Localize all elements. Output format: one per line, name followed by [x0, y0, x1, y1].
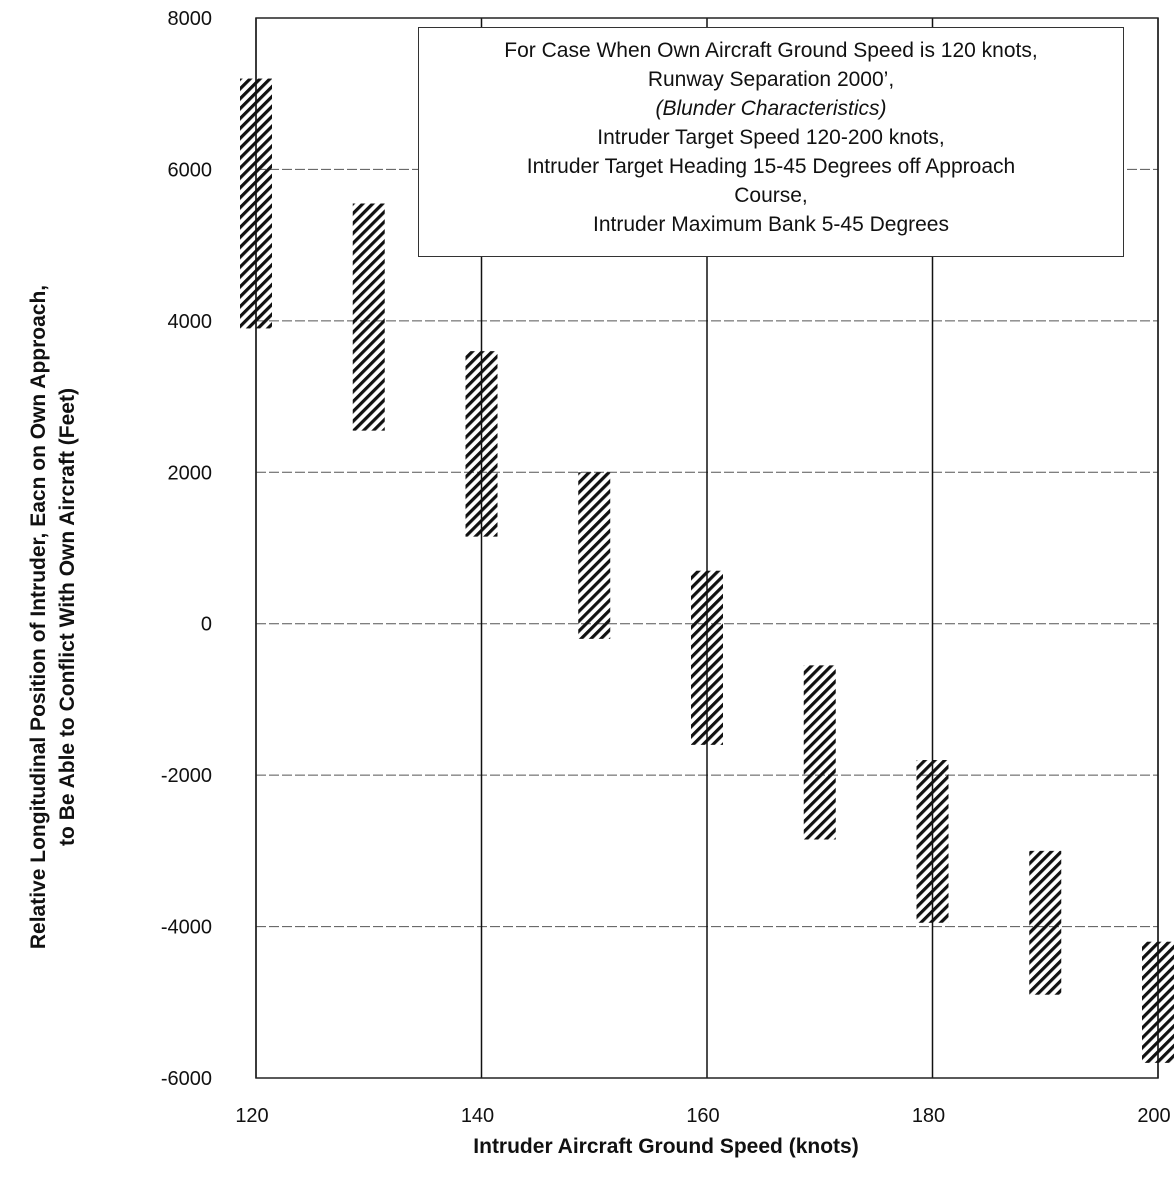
range-bar-140	[465, 351, 498, 537]
annotation-line: Intruder Target Heading 15-45 Degrees of…	[526, 155, 1016, 178]
x-tick-label: 160	[686, 1105, 719, 1127]
x-tick-label: 120	[235, 1105, 268, 1127]
annotation-line: Intruder Target Speed 120-200 knots,	[597, 126, 945, 149]
y-axis-title-line-1: Relative Longitudinal Position of Intrud…	[27, 285, 50, 949]
range-bar-120	[240, 78, 272, 329]
y-tick-label: 8000	[168, 8, 213, 30]
x-tick-label: 140	[461, 1105, 494, 1127]
range-bar-190	[1029, 850, 1062, 995]
x-tick-label: 180	[912, 1105, 945, 1127]
annotation-line: Runway Separation 2000’,	[647, 68, 895, 91]
y-axis-title-line-2: to Be Able to Conflict With Own Aircraft…	[56, 388, 79, 846]
plot-frame	[255, 17, 1159, 1079]
annotation-line: (Blunder Characteristics)	[655, 97, 887, 120]
range-bar-160	[691, 570, 723, 745]
range-bars	[240, 78, 1174, 1063]
annotation-box: For Case When Own Aircraft Ground Speed …	[418, 27, 1124, 257]
y-tick-label: 2000	[168, 462, 213, 484]
x-axis-title: Intruder Aircraft Ground Speed (knots)	[473, 1135, 858, 1158]
y-tick-label: 6000	[168, 159, 213, 181]
y-tick-label: 0	[201, 614, 212, 636]
annotation-line: For Case When Own Aircraft Ground Speed …	[504, 39, 1038, 62]
y-tick-label: -6000	[161, 1068, 212, 1090]
range-bar-130	[352, 203, 385, 431]
range-bar-170	[803, 665, 836, 840]
y-axis-title: Relative Longitudinal Position of Intrud…	[27, 285, 79, 949]
y-tick-label: 4000	[168, 311, 213, 333]
x-tick-label: 200	[1137, 1105, 1170, 1127]
annotation-line: Intruder Maximum Bank 5-45 Degrees	[593, 213, 949, 236]
range-bar-180	[916, 760, 949, 923]
range-bar-150	[578, 472, 611, 639]
annotation-line: Course,	[734, 184, 808, 207]
range-bar-200	[1142, 941, 1174, 1063]
y-tick-label: -4000	[161, 917, 212, 939]
y-tick-label: -2000	[161, 765, 212, 787]
tick-labels: 8000 6000 4000 2000 0 -2000 -4000 -6000 120 140 16…	[161, 8, 1171, 1127]
